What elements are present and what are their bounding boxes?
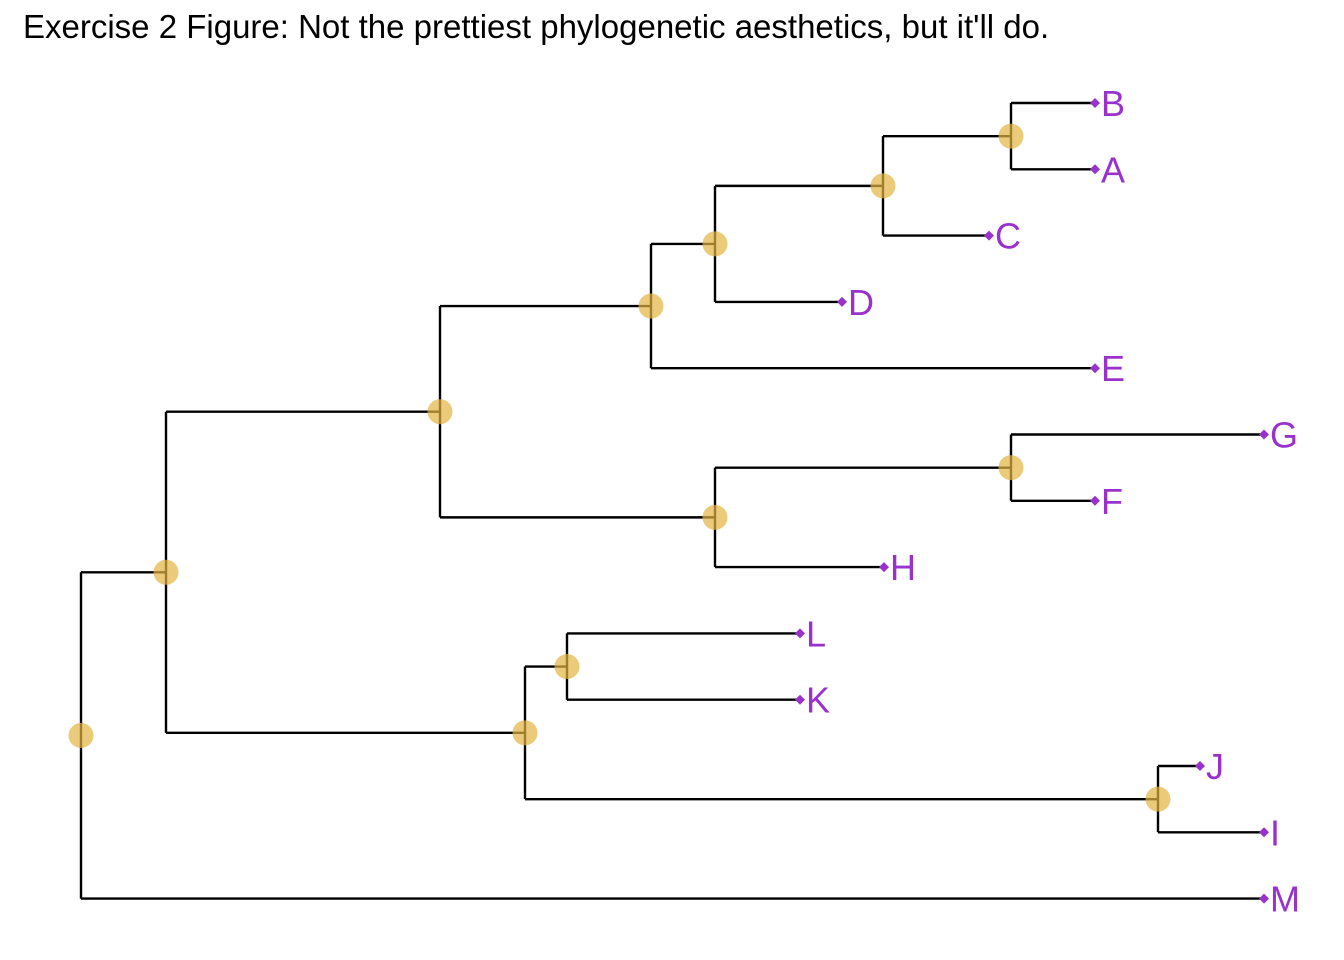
internal-node-n_ingroup bbox=[153, 559, 179, 585]
tip-marker-C bbox=[984, 230, 994, 241]
internal-node-n_FG bbox=[998, 455, 1024, 481]
tip-marker-K bbox=[795, 694, 805, 705]
tip-label-B: B bbox=[1101, 83, 1125, 124]
tip-label-I: I bbox=[1270, 812, 1280, 853]
internal-node-n_IJKL bbox=[512, 720, 538, 746]
internal-node-n_ABCDEFGH bbox=[427, 399, 453, 425]
internal-node-n_ABCD bbox=[702, 231, 728, 257]
tip-label-A: A bbox=[1101, 149, 1125, 190]
tip-marker-H bbox=[879, 562, 889, 573]
tip-label-L: L bbox=[806, 613, 826, 654]
tree-branches bbox=[79, 101, 1264, 900]
internal-nodes bbox=[68, 123, 1171, 812]
internal-node-n_FGH bbox=[702, 504, 728, 530]
tip-marker-G bbox=[1259, 429, 1269, 440]
tip-marker-B bbox=[1090, 98, 1100, 108]
tip-labels: BA C D E G F H LK J IM bbox=[806, 83, 1300, 920]
tip-marker-L bbox=[795, 628, 805, 639]
figure-title: Exercise 2 Figure: Not the prettiest phy… bbox=[23, 8, 1050, 45]
tip-marker-D bbox=[837, 296, 847, 307]
internal-node-n_ABC bbox=[870, 173, 896, 199]
tip-marker-M bbox=[1259, 893, 1269, 904]
internal-node-n_KL bbox=[554, 654, 580, 680]
tip-markers bbox=[795, 98, 1269, 904]
tip-label-F: F bbox=[1101, 481, 1123, 522]
tip-marker-I bbox=[1259, 827, 1269, 838]
tip-label-H: H bbox=[890, 547, 916, 588]
tip-label-J: J bbox=[1206, 746, 1224, 787]
internal-node-n_root bbox=[68, 722, 94, 748]
internal-node-n_AB bbox=[998, 123, 1024, 149]
tip-label-G: G bbox=[1270, 415, 1298, 456]
tip-marker-J bbox=[1195, 761, 1205, 771]
tip-label-D: D bbox=[848, 282, 874, 323]
tip-label-E: E bbox=[1101, 348, 1125, 389]
tip-label-C: C bbox=[995, 216, 1021, 257]
tip-label-K: K bbox=[806, 680, 830, 721]
tip-marker-E bbox=[1090, 363, 1100, 374]
tip-label-M: M bbox=[1270, 879, 1300, 920]
tip-marker-F bbox=[1090, 495, 1100, 506]
tip-marker-A bbox=[1090, 164, 1100, 175]
internal-node-n_ABCDE bbox=[638, 293, 664, 319]
internal-node-n_IJ bbox=[1145, 786, 1171, 812]
